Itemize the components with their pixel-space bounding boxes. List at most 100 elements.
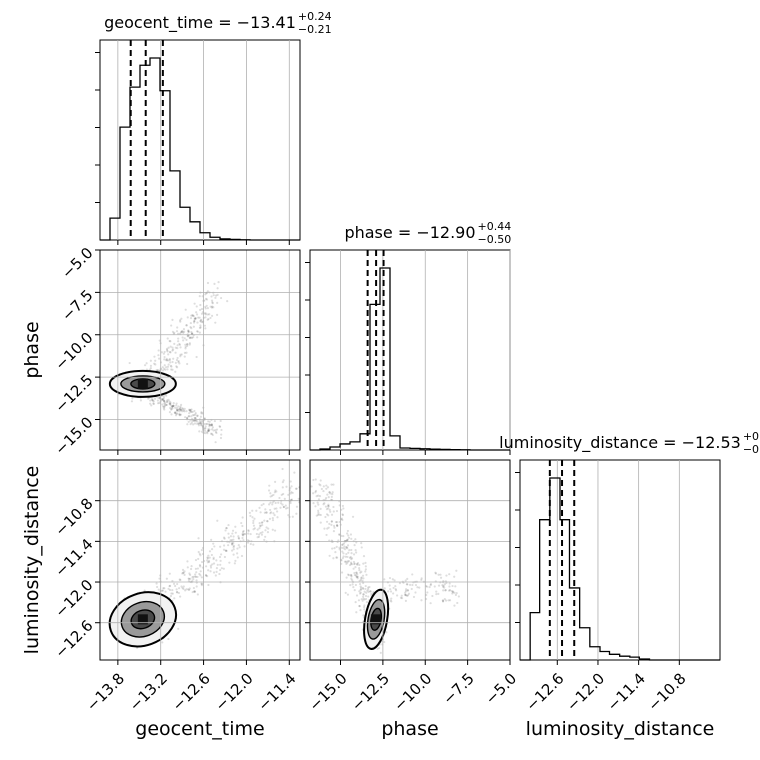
scatter-point bbox=[279, 502, 283, 505]
scatter-point bbox=[365, 573, 368, 576]
scatter-point bbox=[173, 342, 176, 345]
scatter-point bbox=[330, 495, 333, 498]
scatter-point bbox=[318, 483, 321, 486]
scatter-point bbox=[182, 339, 185, 342]
scatter-point bbox=[182, 587, 185, 591]
scatter-point bbox=[346, 560, 349, 563]
scatter-point bbox=[451, 591, 455, 594]
scatter-point bbox=[215, 559, 218, 562]
scatter-point bbox=[215, 567, 219, 570]
scatter-point bbox=[316, 513, 320, 516]
scatter-point bbox=[171, 588, 174, 592]
scatter-point bbox=[280, 493, 283, 497]
scatter-point bbox=[364, 597, 368, 601]
scatter-point bbox=[450, 589, 453, 593]
scatter-point bbox=[332, 505, 335, 509]
scatter-point bbox=[167, 359, 170, 362]
scatter-point bbox=[351, 515, 355, 518]
scatter-point bbox=[331, 493, 334, 496]
scatter-point bbox=[223, 544, 226, 547]
scatter-point bbox=[178, 362, 181, 365]
scatter-point bbox=[210, 299, 214, 302]
scatter-point bbox=[206, 557, 210, 560]
scatter-point bbox=[328, 508, 331, 511]
scatter-point bbox=[165, 347, 169, 350]
scatter-point bbox=[215, 431, 218, 435]
scatter-point bbox=[355, 571, 358, 574]
scatter-point bbox=[199, 415, 203, 418]
scatter-point bbox=[246, 539, 250, 542]
scatter-point bbox=[216, 519, 219, 522]
scatter-point bbox=[226, 300, 229, 303]
scatter-point bbox=[355, 571, 358, 575]
scatter-point bbox=[445, 581, 448, 585]
scatter-point bbox=[172, 582, 176, 585]
scatter-point bbox=[187, 415, 191, 418]
scatter-point bbox=[336, 524, 339, 527]
scatter-point bbox=[196, 336, 199, 339]
scatter-point bbox=[167, 353, 170, 356]
scatter-point bbox=[194, 567, 197, 570]
scatter-point bbox=[198, 316, 201, 319]
scatter-point bbox=[179, 320, 182, 323]
scatter-point bbox=[387, 590, 390, 593]
scatter-point bbox=[360, 546, 363, 549]
scatter-point bbox=[363, 590, 366, 593]
scatter-point bbox=[162, 396, 166, 399]
scatter-point bbox=[218, 555, 222, 559]
scatter-point bbox=[247, 529, 250, 532]
scatter-point bbox=[442, 599, 445, 602]
scatter-point bbox=[167, 587, 170, 590]
scatter-point bbox=[232, 545, 235, 549]
scatter-point bbox=[351, 579, 354, 582]
scatter-point bbox=[236, 556, 239, 559]
scatter-point bbox=[241, 530, 245, 534]
scatter-point bbox=[184, 347, 187, 350]
scatter-point bbox=[434, 572, 438, 575]
scatter-point bbox=[165, 366, 168, 369]
scatter-point bbox=[332, 557, 335, 560]
scatter-point bbox=[234, 559, 237, 562]
scatter-point bbox=[187, 415, 190, 418]
scatter-point bbox=[453, 591, 456, 594]
scatter-point bbox=[185, 324, 188, 327]
scatter-point bbox=[291, 491, 294, 495]
scatter-point bbox=[193, 320, 196, 323]
scatter-point bbox=[448, 582, 451, 585]
scatter-point bbox=[157, 396, 160, 399]
scatter-point bbox=[186, 316, 189, 319]
scatter-point bbox=[163, 408, 166, 411]
scatter-point bbox=[448, 585, 451, 588]
scatter-point bbox=[359, 588, 362, 591]
scatter-point bbox=[282, 479, 285, 482]
scatter-point bbox=[364, 594, 368, 598]
density-peak bbox=[137, 378, 148, 389]
scatter-point bbox=[338, 546, 341, 549]
scatter-point bbox=[199, 565, 202, 568]
scatter-point bbox=[346, 561, 349, 564]
scatter-point bbox=[191, 336, 194, 340]
scatter-point bbox=[241, 533, 244, 536]
scatter-point bbox=[229, 535, 233, 538]
scatter-point bbox=[281, 467, 284, 471]
scatter-point bbox=[247, 532, 250, 535]
scatter-point bbox=[200, 560, 204, 564]
scatter-point bbox=[242, 533, 246, 536]
scatter-point bbox=[200, 430, 204, 433]
scatter-point bbox=[265, 511, 268, 514]
scatter-point bbox=[383, 578, 386, 581]
scatter-point bbox=[179, 346, 182, 349]
x-tick-label: −12.6 bbox=[169, 670, 214, 715]
scatter-point bbox=[155, 369, 158, 372]
scatter-point bbox=[227, 536, 230, 539]
scatter-point bbox=[407, 592, 411, 595]
scatter-point bbox=[179, 319, 182, 322]
scatter-point bbox=[405, 594, 409, 597]
scatter-point bbox=[324, 515, 327, 519]
scatter-point bbox=[312, 501, 315, 505]
scatter-point bbox=[439, 576, 443, 579]
scatter-point bbox=[355, 551, 358, 554]
scatter-point bbox=[194, 413, 197, 416]
scatter-point bbox=[151, 399, 154, 402]
scatter-point bbox=[268, 517, 272, 520]
